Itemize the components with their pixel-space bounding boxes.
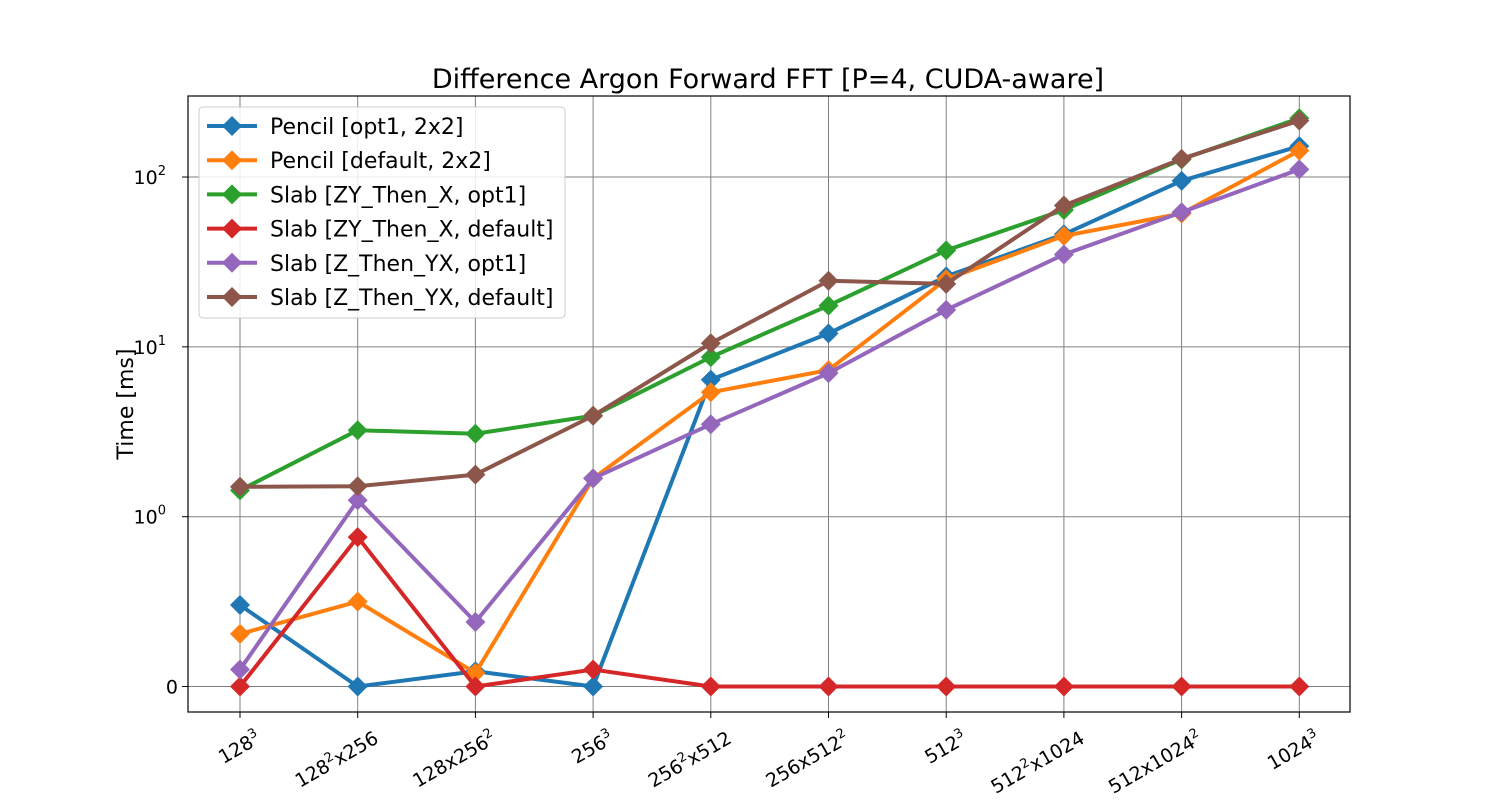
data-point bbox=[1053, 244, 1074, 265]
x-tick-label: 2563 bbox=[567, 726, 618, 769]
grid bbox=[188, 96, 1350, 712]
data-point bbox=[700, 369, 721, 390]
series-0 bbox=[230, 136, 1310, 697]
data-point bbox=[700, 676, 721, 697]
data-point bbox=[347, 527, 368, 548]
legend-label: Pencil [opt1, 2x2] bbox=[270, 115, 464, 140]
data-point bbox=[1171, 676, 1192, 697]
data-point bbox=[583, 676, 604, 697]
y-axis-label: Time [ms] bbox=[114, 349, 139, 461]
data-point bbox=[347, 476, 368, 497]
legend-marker bbox=[222, 150, 242, 171]
series-4 bbox=[230, 159, 1310, 680]
legend-marker bbox=[222, 184, 242, 205]
data-point bbox=[1289, 110, 1310, 131]
data-point bbox=[347, 420, 368, 441]
data-point bbox=[818, 676, 839, 697]
data-point bbox=[230, 476, 250, 497]
legend-label: Slab [ZY_Then_X, opt1] bbox=[270, 183, 526, 208]
y-tick-label: 101 bbox=[134, 334, 166, 359]
series-line bbox=[238, 144, 1300, 689]
series-line bbox=[239, 148, 1301, 675]
data-point bbox=[465, 676, 486, 697]
plot-area bbox=[187, 95, 1351, 713]
data-point bbox=[818, 270, 839, 291]
legend-marker bbox=[222, 252, 242, 273]
x-tick-label: 10243 bbox=[1263, 726, 1324, 775]
series-layer bbox=[230, 108, 1310, 697]
series-5 bbox=[230, 110, 1310, 497]
data-point bbox=[347, 490, 368, 511]
data-point bbox=[936, 273, 957, 294]
data-point bbox=[818, 323, 839, 344]
x-tick-label: 5122x1024 bbox=[986, 726, 1088, 799]
data-point bbox=[230, 659, 250, 680]
x-tick-label: 128x2562 bbox=[408, 726, 500, 793]
data-point bbox=[465, 611, 486, 632]
x-axis: 1283 1282x256 128x2562 2563 2562x512 256x5122… bbox=[214, 712, 1324, 799]
legend-label: Pencil [default, 2x2] bbox=[270, 149, 491, 174]
legend-marker bbox=[222, 287, 242, 307]
legend-label: Slab [Z_Then_YX, opt1] bbox=[270, 252, 526, 277]
data-point bbox=[700, 333, 721, 354]
data-point bbox=[1289, 140, 1310, 161]
data-point bbox=[465, 464, 486, 485]
data-point bbox=[230, 676, 250, 697]
data-point bbox=[700, 414, 721, 435]
data-point bbox=[1171, 148, 1192, 169]
x-tick-label: 1283 bbox=[214, 726, 265, 769]
data-point bbox=[1289, 159, 1310, 180]
chart-title: Difference Argon Forward FFT [P=4, CUDA-… bbox=[432, 64, 1104, 95]
y-tick-label: 102 bbox=[134, 164, 166, 189]
data-point bbox=[700, 347, 721, 368]
y-tick-label: 100 bbox=[134, 504, 166, 529]
data-point bbox=[230, 623, 250, 644]
data-point bbox=[583, 659, 604, 680]
series-line bbox=[238, 167, 1300, 671]
series-3 bbox=[230, 527, 1310, 697]
data-point bbox=[700, 382, 721, 403]
series-line bbox=[239, 116, 1300, 493]
legend-marker bbox=[222, 116, 242, 136]
data-point bbox=[230, 595, 250, 616]
data-point bbox=[583, 405, 604, 426]
data-point bbox=[347, 676, 368, 697]
data-point bbox=[1053, 225, 1074, 246]
data-point bbox=[1171, 170, 1192, 191]
data-point bbox=[818, 363, 839, 384]
x-tick-label: 2562x512 bbox=[644, 726, 736, 793]
x-tick-label: 512x10242 bbox=[1104, 726, 1206, 799]
legend-box bbox=[198, 106, 566, 319]
data-point bbox=[936, 676, 957, 697]
y-tick-label: 0 bbox=[166, 677, 178, 699]
data-point bbox=[583, 468, 604, 489]
data-point bbox=[1053, 195, 1074, 216]
x-tick-label: 256x5122 bbox=[761, 726, 853, 793]
data-point bbox=[465, 423, 486, 444]
data-point bbox=[1053, 676, 1074, 697]
series-line bbox=[239, 118, 1300, 489]
series-line bbox=[238, 535, 1300, 689]
legend-marker bbox=[222, 218, 242, 239]
data-point bbox=[1289, 676, 1310, 697]
legend-label: Slab [Z_Then_YX, default] bbox=[270, 286, 554, 311]
data-point bbox=[1171, 202, 1192, 223]
legend: Pencil [opt1, 2x2] Pencil [default, 2x2] S… bbox=[198, 106, 566, 319]
y-axis: 0 100 101 102 bbox=[134, 164, 188, 699]
x-tick-label: 1282x256 bbox=[290, 726, 382, 793]
x-tick-label: 5123 bbox=[920, 726, 971, 769]
legend-label: Slab [ZY_Then_X, default] bbox=[270, 218, 554, 243]
data-point bbox=[936, 299, 957, 320]
data-point bbox=[347, 591, 368, 612]
data-point bbox=[936, 240, 957, 261]
data-point bbox=[818, 295, 839, 316]
